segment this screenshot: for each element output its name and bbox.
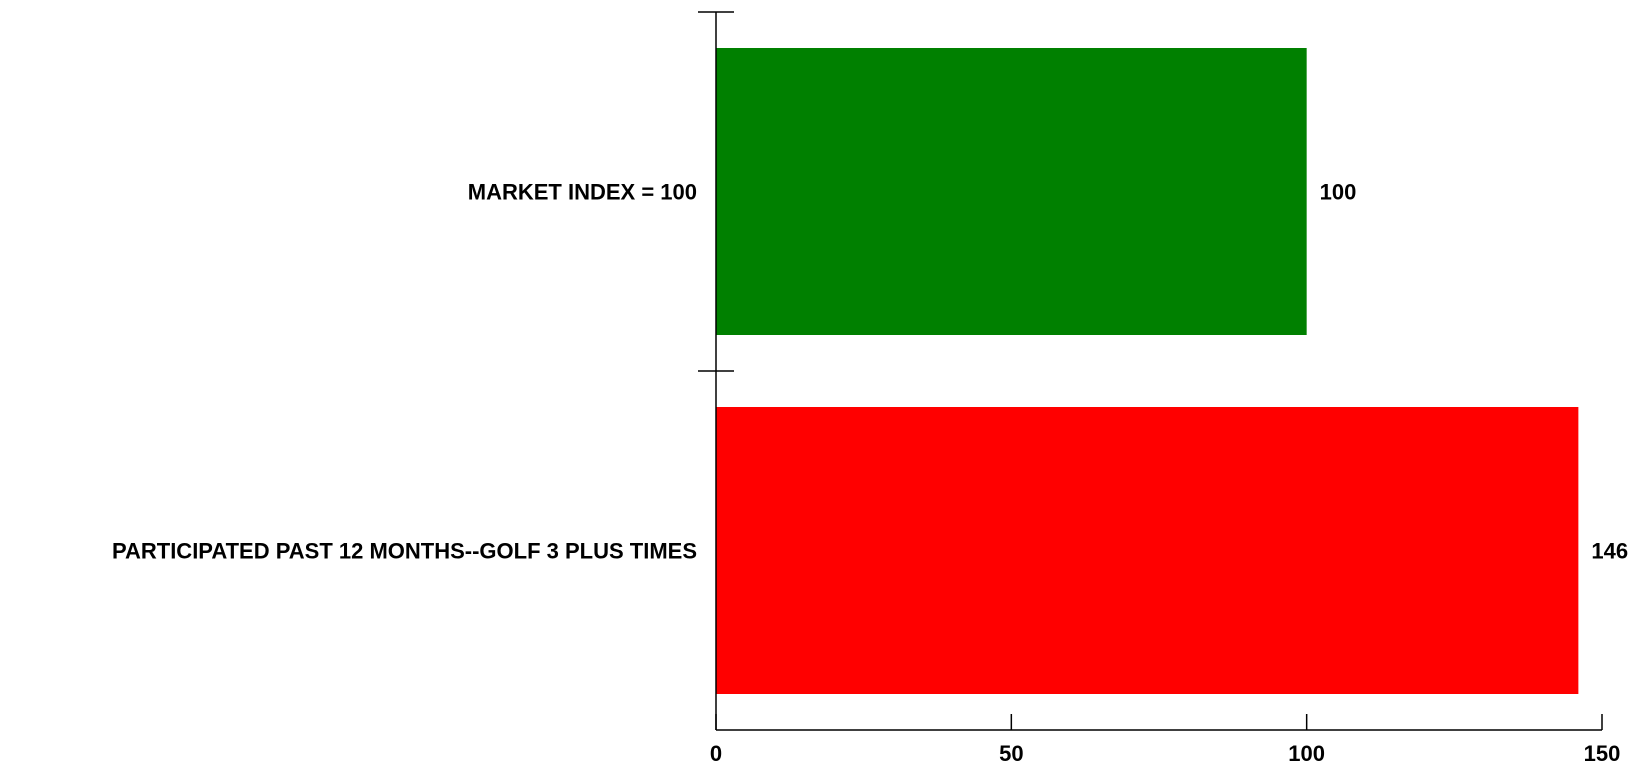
x-tick-label-4: 150 <box>1584 741 1621 766</box>
x-tick-label-1: 0 <box>710 741 722 766</box>
category-label-1: MARKET INDEX = 100 <box>468 180 697 205</box>
data-label-2: 146 <box>1591 539 1628 564</box>
bars-layer <box>716 48 1579 694</box>
bar-1 <box>716 48 1307 335</box>
category-label-2: PARTICIPATED PAST 12 MONTHS--GOLF 3 PLUS… <box>112 539 697 564</box>
data-label-1: 100 <box>1320 180 1357 205</box>
x-tick-label-2: 50 <box>999 741 1023 766</box>
bar-2 <box>716 407 1579 694</box>
axes-layer <box>698 11 1603 731</box>
x-tick-label-3: 100 <box>1288 741 1325 766</box>
labels-layer: MARKET INDEX = 100 100 PARTICIPATED PAST 1… <box>112 180 1628 767</box>
